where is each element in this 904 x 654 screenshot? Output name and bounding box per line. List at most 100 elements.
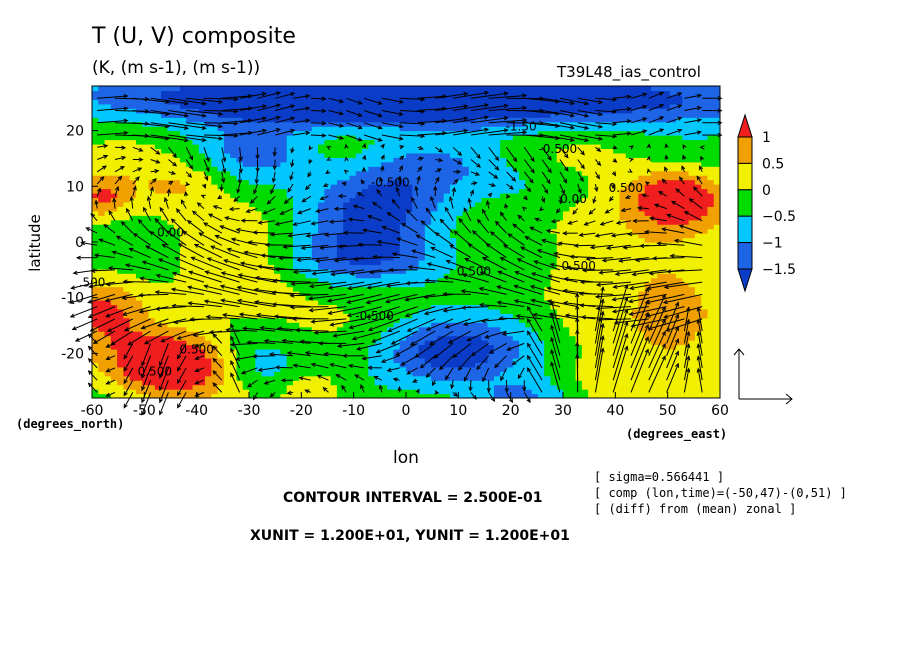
field-cell	[563, 335, 570, 341]
field-cell	[292, 331, 300, 337]
field-cell	[292, 188, 300, 194]
field-cell	[368, 184, 376, 190]
field-cell	[242, 393, 250, 398]
field-cell	[512, 326, 520, 332]
field-cell	[556, 335, 564, 341]
field-cell	[462, 326, 470, 332]
field-cell	[632, 264, 639, 270]
field-cell	[142, 304, 150, 310]
field-cell	[669, 188, 677, 194]
field-cell	[286, 366, 294, 372]
field-cell	[669, 295, 677, 301]
field-cell	[98, 299, 106, 305]
field-cell	[569, 237, 577, 243]
field-cell	[644, 340, 652, 346]
field-cell	[368, 233, 376, 239]
field-cell	[129, 250, 137, 256]
field-cell	[449, 304, 457, 310]
field-cell	[292, 286, 300, 292]
field-cell	[456, 344, 464, 350]
field-cell	[462, 192, 470, 199]
field-cell	[336, 273, 344, 279]
field-cell	[519, 255, 526, 261]
field-cell	[292, 308, 300, 314]
field-cell	[418, 228, 426, 234]
field-cell	[368, 282, 376, 288]
field-cell	[475, 335, 482, 341]
field-cell	[104, 259, 112, 265]
field-cell	[588, 201, 595, 207]
field-cell	[682, 273, 690, 279]
field-cell	[462, 268, 470, 274]
field-cell	[663, 188, 671, 194]
field-cell	[286, 322, 294, 328]
field-cell	[537, 197, 545, 203]
field-cell	[487, 184, 495, 190]
field-cell	[110, 273, 118, 279]
field-cell	[92, 299, 99, 305]
field-cell	[292, 344, 300, 350]
field-cell	[173, 308, 181, 314]
field-cell	[575, 313, 583, 319]
field-cell	[563, 237, 570, 243]
field-cell	[512, 201, 520, 207]
field-cell	[424, 215, 432, 221]
field-cell	[694, 259, 702, 265]
field-cell	[374, 380, 382, 386]
field-cell	[135, 250, 143, 256]
field-cell	[192, 304, 200, 310]
field-cell	[205, 357, 212, 363]
field-cell	[500, 282, 508, 288]
field-cell	[318, 188, 325, 194]
field-cell	[117, 353, 124, 359]
field-cell	[487, 357, 495, 363]
field-cell	[362, 357, 369, 363]
field-cell	[663, 250, 671, 256]
field-cell	[129, 277, 137, 283]
field-cell	[242, 175, 250, 181]
field-cell	[619, 335, 627, 341]
field-cell	[142, 175, 150, 181]
field-cell	[707, 184, 715, 190]
field-cell	[707, 380, 715, 386]
field-cell	[292, 242, 300, 248]
field-cell	[368, 264, 376, 270]
field-cell	[437, 362, 445, 368]
field-cell	[694, 179, 702, 185]
field-cell	[343, 215, 351, 221]
field-cell	[167, 313, 175, 319]
field-cell	[688, 201, 696, 207]
field-cell	[519, 215, 526, 221]
field-cell	[406, 348, 413, 355]
field-cell	[437, 228, 445, 234]
field-cell	[267, 380, 275, 386]
field-cell	[594, 344, 602, 350]
field-cell	[418, 380, 426, 386]
field-cell	[569, 264, 577, 270]
field-cell	[694, 322, 702, 328]
field-cell	[330, 375, 338, 381]
field-cell	[267, 246, 275, 252]
field-cell	[606, 308, 614, 314]
field-cell	[318, 286, 325, 292]
field-cell	[230, 304, 238, 310]
field-cell	[563, 228, 570, 234]
field-cell	[292, 259, 300, 265]
field-cell	[676, 344, 683, 350]
field-cell	[650, 188, 658, 194]
field-cell	[148, 201, 156, 207]
field-cell	[318, 335, 325, 341]
field-cell	[581, 201, 589, 207]
field-cell	[424, 268, 432, 274]
field-cell	[299, 380, 307, 386]
field-cell	[713, 313, 720, 319]
field-cell	[186, 326, 194, 332]
field-cell	[198, 389, 206, 395]
field-cell	[336, 348, 344, 355]
field-cell	[638, 277, 646, 283]
field-cell	[98, 179, 106, 185]
field-cell	[305, 322, 313, 328]
field-cell	[468, 291, 476, 297]
field-cell	[406, 313, 413, 319]
field-cell	[531, 326, 539, 332]
